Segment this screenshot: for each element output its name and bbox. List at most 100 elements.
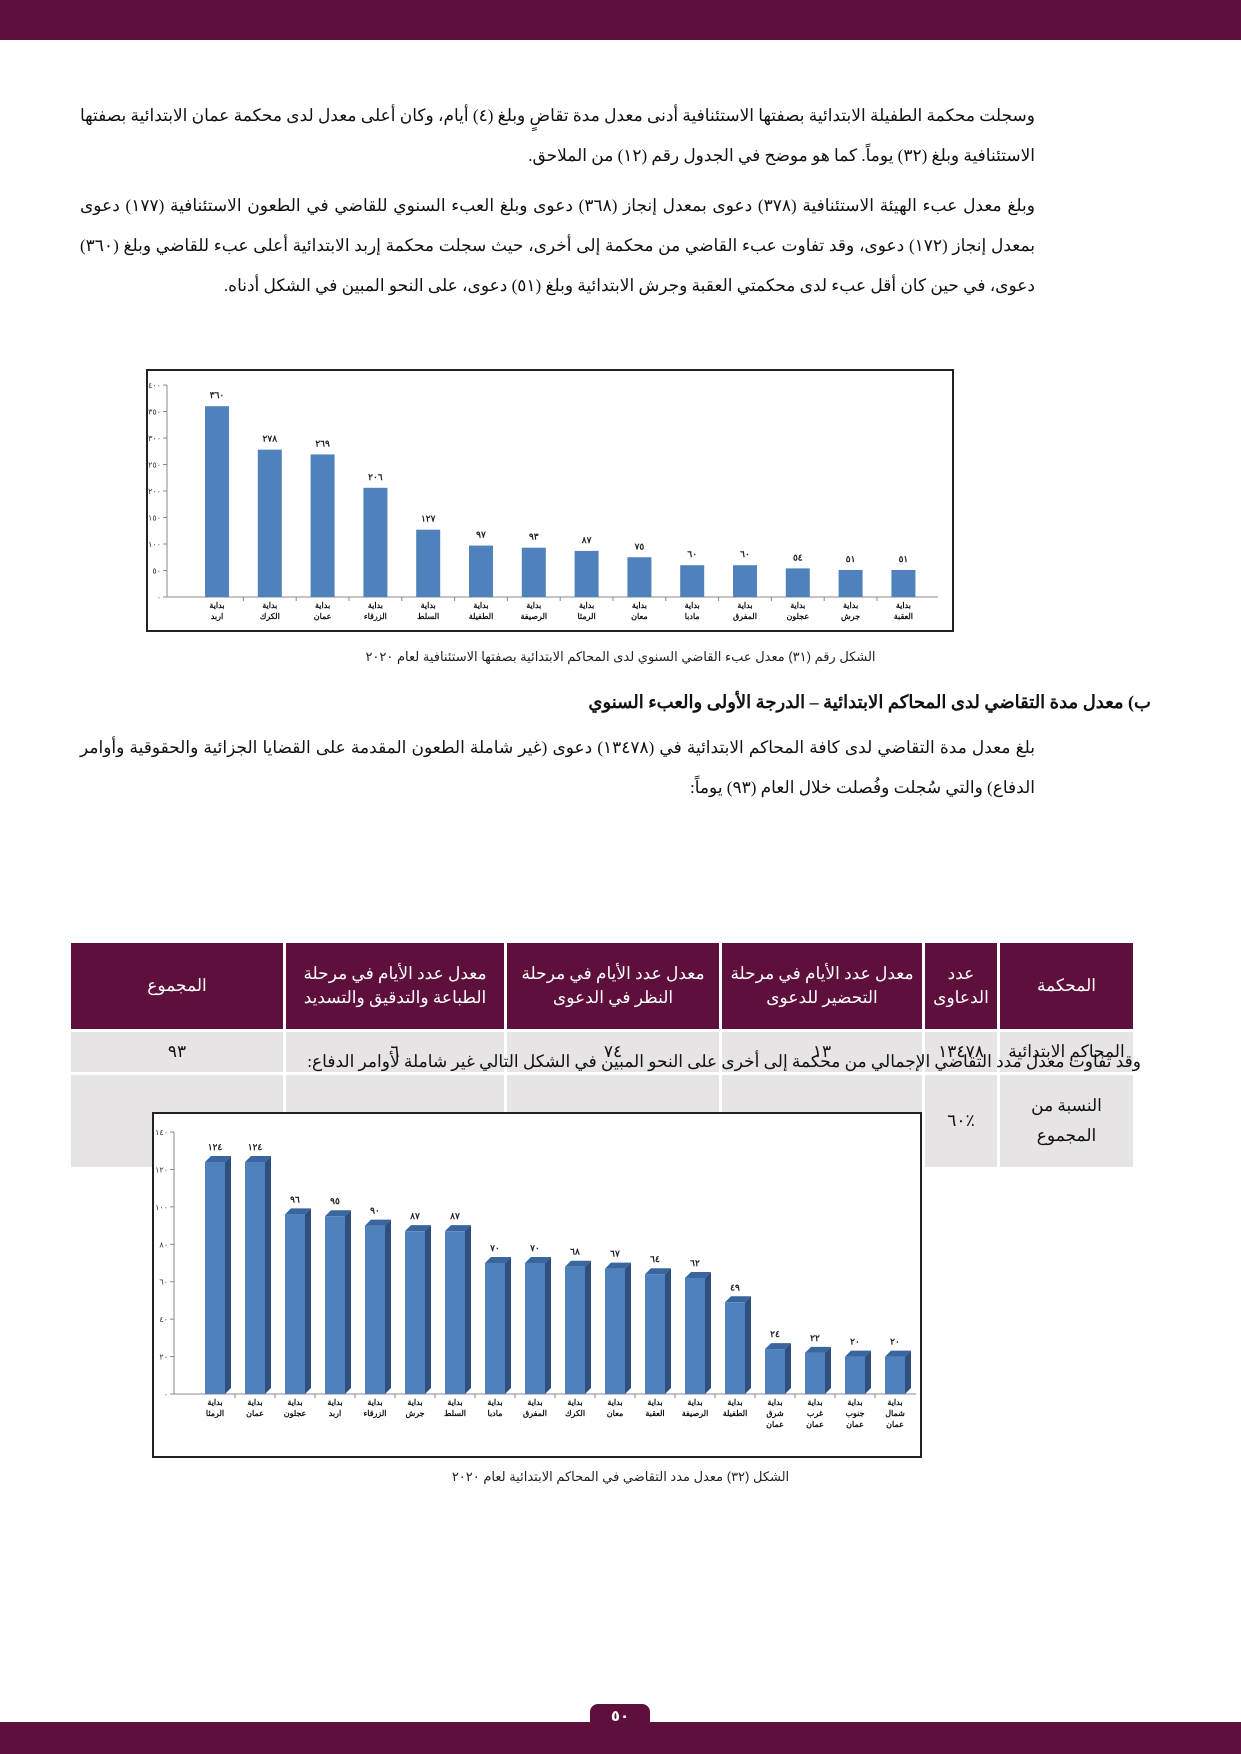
data-label: ٢٢ [810,1333,820,1343]
data-label: ٥١ [899,554,909,564]
x-tick-label: الكرك [260,612,280,622]
col-header-hearing: معدل عدد الأيام في مرحلة النظر في الدعوى [507,943,719,1029]
y-tick-label: ١٠٠ [148,540,161,549]
bar [445,1231,465,1394]
bar [765,1349,785,1394]
data-label: ٩٠ [370,1206,380,1216]
bar [574,550,599,597]
bar [525,1263,545,1394]
x-tick-label: بداية [367,1398,382,1407]
data-label: ٢٠٦ [368,472,383,482]
paragraph-4: وقد تفاوت معدل مدد التقاضي الإجمالي من م… [307,1052,1141,1071]
data-label: ٦٤ [650,1254,660,1264]
bar-top [485,1257,511,1263]
x-tick-label: الكرك [565,1409,585,1419]
data-label: ٩٦ [290,1194,300,1204]
x-tick-label: بداية [647,1398,662,1407]
table-cell: ١٣ [722,1032,922,1072]
table-cell: ٦ [286,1032,504,1072]
x-tick-label: بداية [767,1398,782,1407]
bar-side [745,1296,751,1394]
data-label: ٢٧٨ [263,434,278,444]
bar [725,1302,745,1394]
bar [680,565,705,597]
x-tick-label: بداية [896,601,911,610]
bar [845,1356,865,1394]
bar [416,529,441,597]
y-tick-label: ١٤٠ [155,1128,168,1137]
y-tick-label: ٢٥٠ [148,461,161,470]
data-label: ٩٣ [529,532,539,542]
table-cell: ٧٤ [507,1032,719,1072]
y-tick-label: ٣٠٠ [148,434,161,443]
bar [891,569,916,597]
bar-top [885,1350,911,1357]
x-tick-label: بداية [487,1398,502,1407]
bar-top [685,1271,711,1278]
x-tick-label: شمال [885,1409,905,1418]
table-header-row: المحكمة عدد الدعاوى معدل عدد الأيام في م… [71,943,1133,1029]
table-cell: ٪٦٠ [925,1075,997,1167]
col-header-printing: معدل عدد الأيام في مرحلة الطباعة والتدقي… [286,943,504,1029]
x-tick-label: الرصيفة [520,612,547,622]
bar-top [405,1225,431,1232]
bar [363,487,388,597]
x-tick-label: عمان [246,1409,264,1418]
data-label: ٥٤ [793,552,803,562]
data-label: ٧٠ [489,1243,500,1253]
x-tick-label: الطفيلة [723,1409,748,1418]
bar [485,1263,505,1394]
bar [521,547,546,597]
x-tick-label: بداية [247,1398,262,1407]
x-tick-label: بداية [526,601,541,610]
bar [733,565,757,597]
x-tick-label: بداية [607,1398,622,1407]
table-row: المحاكم الابتدائية ١٣٤٧٨ ١٣ ٧٤ ٦ ٩٣ [71,1032,1133,1072]
x-tick-label: بداية [447,1398,462,1407]
bar-side [625,1262,631,1394]
header-band [0,0,1241,40]
bar-top [365,1219,391,1226]
x-tick-label: الرصيفة [682,1409,709,1419]
bar [605,1268,625,1394]
x-tick-label: بداية [473,601,488,610]
figure-caption-2: الشكل (٣٢) معدل مدد التقاضي في المحاكم ا… [451,1469,790,1484]
x-tick-label: بداية [287,1398,302,1407]
chart-2: ٠ ٢٠ ٤٠ ٦٠ ٨٠ ١٠٠ ١٢٠ ١٤٠ ١٢٤ بداية الرمثا ١٢٤ بداية… [152,1112,922,1458]
bar-side [465,1225,471,1394]
x-tick-label: عمان [766,1420,784,1429]
x-tick-label: اربد [211,612,224,622]
bar [627,557,652,597]
x-tick-label: الرمثا [577,612,595,622]
x-tick-label: غرب [807,1409,824,1419]
data-label: ٨٧ [449,1211,460,1221]
paragraph-text: بلغ معدل مدة التقاضي لدى كافة المحاكم ال… [80,738,1035,797]
x-tick-label: العقبة [645,1409,664,1418]
y-tick-label: ٤٠٠ [148,381,161,390]
table-cell: ٩٣ [71,1032,283,1072]
data-label: ٢٠ [850,1337,860,1347]
bar [685,1277,705,1394]
bar-side [305,1208,311,1394]
chart-2-svg: ٠ ٢٠ ٤٠ ٦٠ ٨٠ ١٠٠ ١٢٠ ١٤٠ ١٢٤ بداية الرمثا ١٢٤ بداية… [155,1128,916,1429]
x-tick-label: بداية [567,1398,582,1407]
x-tick-label: بداية [887,1398,902,1407]
x-tick-label: الزرقاء [364,612,387,622]
paragraph-2: وبلغ معدل عبء الهيئة الاستئنافية (٣٧٨) د… [80,196,1036,295]
x-tick-label: معان [607,1409,623,1418]
table-cell: المحاكم الابتدائية [1000,1032,1133,1072]
bar-side [905,1350,911,1394]
data-label: ٦٨ [570,1247,580,1257]
data-label: ٢٠ [890,1337,900,1347]
y-tick-label: ٥٠ [152,567,161,576]
intro-paragraphs: وسجلت محكمة الطفيلة الابتدائية بصفتها ال… [80,96,1035,306]
x-tick-label: الرمثا [206,1409,224,1419]
bar-top [725,1296,751,1303]
data-label: ١٢٧ [421,514,436,524]
x-tick-label: بداية [315,601,330,610]
x-tick-label: بداية [421,601,436,610]
data-label: ٢٦٩ [315,438,330,448]
x-tick-label: جرش [405,1409,424,1419]
chart-1: ٠ ٥٠ ١٠٠ ١٥٠ ٢٠٠ ٢٥٠ ٣٠٠ ٣٥٠ ٤٠٠ ٣٦٠ بداية اربد ٢٧٨ ب… [146,369,954,632]
x-tick-label: جرش [841,612,860,622]
